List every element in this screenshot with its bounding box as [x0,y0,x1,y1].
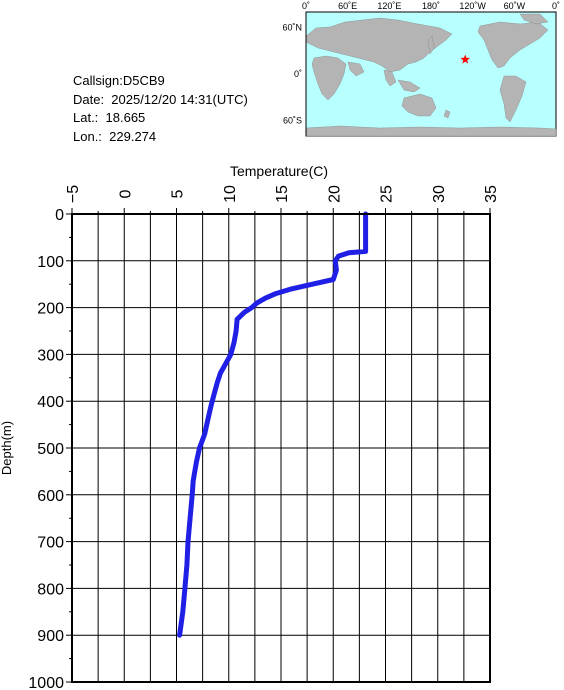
y-tick-label: 1000 [28,675,64,690]
y-tick-label: 600 [37,488,64,505]
chart-axis-ticks [66,208,491,683]
map-land [305,13,557,137]
x-tick-label: 0 [117,189,134,198]
world-map: 0˚ 60˚E 120˚E 180˚ 120˚W 60˚W 0˚ 60˚N 0˚ 60˚S [282,1,560,137]
x-tick-label: 15 [274,185,291,203]
map-longitude-label: 120˚W [459,1,486,11]
x-tick-label: 35 [483,185,500,203]
x-tick-labels: −5 0 5 10 15 20 25 30 35 [65,185,500,203]
x-tick-label: −5 [65,185,82,203]
map-latitude-labels: 60˚N 0˚ 60˚S [282,23,302,126]
map-latitude-label: 60˚N [282,23,302,33]
y-tick-labels: 0 100 200 300 400 500 600 700 800 900 1000 [28,207,64,690]
x-tick-label: 20 [326,185,343,203]
map-location-star-icon [460,54,470,64]
map-longitude-label: 120˚E [377,1,401,11]
y-axis-label: Depth(m) [0,421,14,475]
x-axis-label: Temperature(C) [230,163,328,179]
x-tick-label: 25 [379,185,396,203]
map-longitude-label: 60˚E [338,1,357,11]
y-tick-label: 400 [37,394,64,411]
map-longitude-label: 60˚W [504,1,526,11]
y-tick-label: 0 [55,207,64,224]
map-longitude-label: 0˚ [552,1,560,11]
map-longitude-label: 180˚ [422,1,440,11]
map-frame-ticks [305,11,556,136]
y-tick-label: 900 [37,628,64,645]
location-star-icon [460,54,470,64]
plot-frame [71,213,491,683]
x-tick-label: 10 [222,185,239,203]
station-info: Callsign:D5CB9 Date: 2025/12/20 14:31(UT… [73,72,248,146]
map-longitude-labels: 0˚ 60˚E 120˚E 180˚ 120˚W 60˚W 0˚ [302,1,560,11]
callsign-text: Callsign:D5CB9 [73,73,165,88]
chart-grid [71,213,491,683]
map-latitude-label: 0˚ [294,69,302,79]
y-tick-label: 300 [37,347,64,364]
y-tick-label: 100 [37,254,64,271]
y-tick-label: 500 [37,441,64,458]
date-text: Date: 2025/12/20 14:31(UTC) [73,91,248,107]
map-longitude-label: 0˚ [302,1,310,11]
latitude-text: Lat.: 18.665 [73,110,146,126]
longitude-text: Lon.: 229.274 [73,128,157,144]
map-latitude-label: 60˚S [283,116,302,126]
x-tick-label: 30 [431,185,448,203]
y-tick-label: 200 [37,301,64,318]
temperature-profile-line [177,211,369,638]
x-tick-label: 5 [170,189,187,198]
y-tick-label: 800 [37,581,64,598]
y-tick-label: 700 [37,535,64,552]
